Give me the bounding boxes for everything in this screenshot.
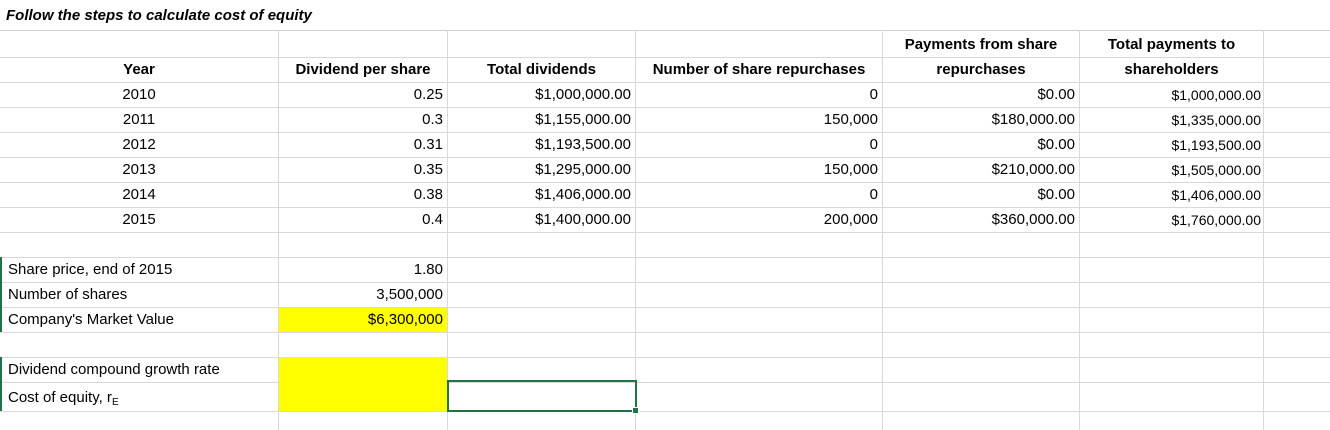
gridline: [0, 382, 1330, 383]
total-payments-cell[interactable]: $1,335,000.00: [1171, 112, 1261, 128]
payments-cell[interactable]: $0.00: [1037, 86, 1075, 103]
year-cell[interactable]: 2014: [122, 186, 156, 203]
share-price-value[interactable]: 1.80: [413, 261, 443, 278]
gridline: [0, 132, 1330, 133]
cost-of-equity-label-text: Cost of equity, r: [8, 389, 112, 406]
total-payments-cell[interactable]: $1,505,000.00: [1171, 162, 1261, 178]
repurchases-cell[interactable]: 150,000: [823, 161, 878, 178]
gridline: [882, 30, 883, 430]
year-cell[interactable]: 2015: [122, 211, 156, 228]
year-cell[interactable]: 2011: [122, 111, 156, 128]
fill-handle[interactable]: [632, 407, 639, 414]
gridline: [0, 82, 1330, 83]
range-edge: [0, 357, 2, 411]
year-cell[interactable]: 2010: [122, 86, 156, 103]
gridline: [635, 30, 636, 430]
gridline: [0, 107, 1330, 108]
selected-cell[interactable]: [447, 380, 637, 412]
gridline: [447, 30, 448, 430]
sheet-title: Follow the steps to calculate cost of eq…: [6, 7, 312, 24]
dividend-per-share-cell[interactable]: 0.38: [413, 186, 443, 203]
growth-rate-label: Dividend compound growth rate: [8, 361, 220, 378]
total-dividends-cell[interactable]: $1,155,000.00: [535, 111, 631, 128]
gridline: [0, 57, 1330, 58]
total-payments-cell[interactable]: $1,193,500.00: [1171, 137, 1261, 153]
payments-cell[interactable]: $180,000.00: [991, 111, 1075, 128]
gridline: [0, 30, 1330, 31]
dividend-per-share-cell[interactable]: 0.25: [413, 86, 443, 103]
year-cell[interactable]: 2013: [122, 161, 156, 178]
gridline: [0, 282, 1330, 283]
total-payments-cell[interactable]: $1,406,000.00: [1171, 187, 1261, 203]
market-value-value[interactable]: $6,300,000: [367, 311, 443, 328]
payments-cell[interactable]: $210,000.00: [991, 161, 1075, 178]
number-of-shares-value[interactable]: 3,500,000: [376, 286, 443, 303]
cost-of-equity-subscript: E: [111, 397, 119, 408]
dividend-per-share-cell[interactable]: 0.4: [422, 211, 443, 228]
gridline: [0, 257, 1330, 258]
gridline: [0, 207, 1330, 208]
repurchases-cell[interactable]: 0: [869, 86, 878, 103]
share-price-label: Share price, end of 2015: [8, 261, 173, 278]
repurchases-cell[interactable]: 0: [869, 136, 878, 153]
gridline: [0, 357, 1330, 358]
market-value-label: Company's Market Value: [8, 311, 174, 328]
dividend-per-share-cell[interactable]: 0.31: [413, 136, 443, 153]
gridline: [0, 157, 1330, 158]
number-of-shares-label: Number of shares: [8, 286, 128, 303]
dividend-per-share-cell[interactable]: 0.35: [413, 161, 443, 178]
total-dividends-cell[interactable]: $1,000,000.00: [535, 86, 631, 103]
repurchases-cell[interactable]: 200,000: [823, 211, 878, 228]
gridline: [1079, 30, 1080, 430]
repurchases-cell[interactable]: 150,000: [823, 111, 878, 128]
gridline: [278, 30, 279, 430]
range-edge: [0, 257, 2, 332]
highlight-fill: [279, 308, 447, 332]
total-dividends-cell[interactable]: $1,193,500.00: [535, 136, 631, 153]
payments-cell[interactable]: $0.00: [1037, 186, 1075, 203]
header-total-payments-line2: shareholders: [1124, 61, 1219, 78]
total-dividends-cell[interactable]: $1,295,000.00: [535, 161, 631, 178]
gridline: [0, 332, 1330, 333]
payments-cell[interactable]: $0.00: [1037, 136, 1075, 153]
header-dividend-per-share: Dividend per share: [295, 61, 431, 78]
cost-of-equity-label: Cost of equity, rE: [8, 386, 276, 410]
total-dividends-cell[interactable]: $1,400,000.00: [535, 211, 631, 228]
repurchases-cell[interactable]: 0: [869, 186, 878, 203]
total-dividends-cell[interactable]: $1,406,000.00: [535, 186, 631, 203]
gridline: [0, 232, 1330, 233]
payments-cell[interactable]: $360,000.00: [991, 211, 1075, 228]
total-payments-cell[interactable]: $1,760,000.00: [1171, 212, 1261, 228]
header-payments-line1: Payments from share: [904, 36, 1058, 53]
gridline: [1263, 30, 1264, 430]
gridline: [0, 182, 1330, 183]
total-payments-cell[interactable]: $1,000,000.00: [1171, 87, 1261, 103]
header-total-payments-line1: Total payments to: [1107, 36, 1236, 53]
gridline: [0, 307, 1330, 308]
header-payments-line2: repurchases: [936, 61, 1026, 78]
dividend-per-share-cell[interactable]: 0.3: [422, 111, 443, 128]
header-total-dividends: Total dividends: [487, 61, 596, 78]
highlight-fill[interactable]: [279, 357, 447, 411]
header-year: Year: [123, 61, 155, 78]
header-number-of-share-repurchases: Number of share repurchases: [652, 61, 866, 78]
year-cell[interactable]: 2012: [122, 136, 156, 153]
gridline: [0, 411, 1330, 412]
